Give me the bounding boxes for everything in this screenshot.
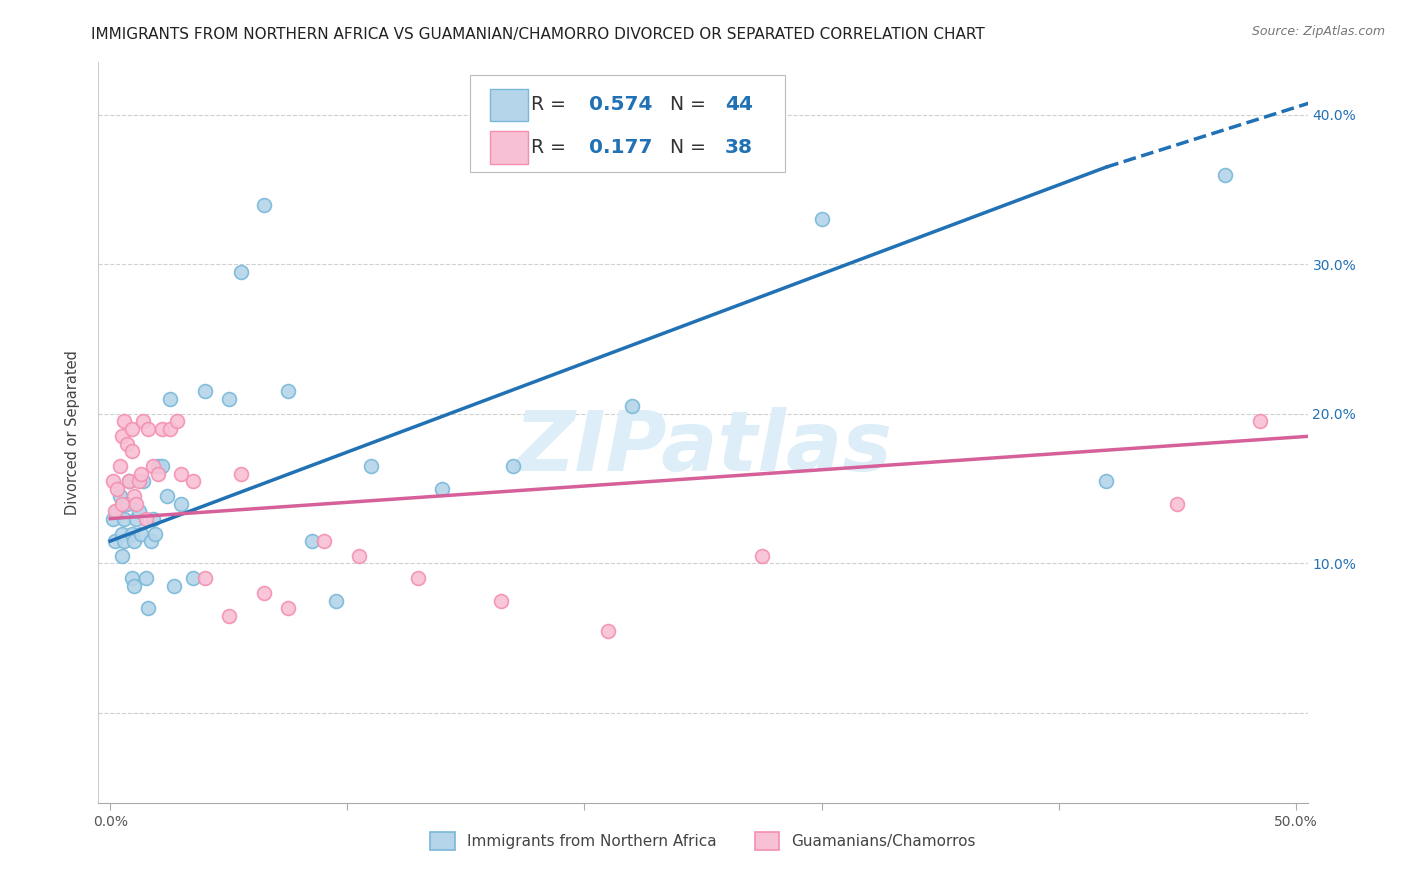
Point: [159, 422, 181, 436]
Point: [111, 497, 134, 511]
Point: [152, 459, 174, 474]
Point: [142, 459, 165, 474]
Point: [105, 482, 128, 496]
Point: [118, 474, 141, 488]
Text: R =: R =: [531, 95, 567, 114]
Point: [114, 511, 136, 525]
Point: [156, 489, 179, 503]
Text: 0.574: 0.574: [589, 95, 652, 114]
Point: [122, 489, 145, 503]
Point: [277, 601, 299, 615]
Point: [114, 414, 136, 428]
Point: [125, 497, 148, 511]
Point: [347, 549, 370, 563]
Point: [194, 384, 217, 399]
Point: [121, 526, 143, 541]
Text: N =: N =: [671, 138, 706, 157]
Point: [108, 489, 131, 503]
Point: [111, 526, 134, 541]
Point: [163, 579, 186, 593]
Point: [432, 482, 454, 496]
FancyBboxPatch shape: [491, 131, 527, 163]
Point: [194, 571, 217, 585]
Point: [620, 400, 643, 414]
Point: [360, 459, 382, 474]
Point: [135, 511, 157, 525]
Text: Source: ZipAtlas.com: Source: ZipAtlas.com: [1251, 25, 1385, 38]
Point: [132, 414, 155, 428]
Point: [253, 586, 276, 600]
Point: [143, 526, 166, 541]
Point: [108, 459, 131, 474]
Point: [229, 265, 252, 279]
Point: [152, 422, 174, 436]
Point: [751, 549, 773, 563]
Point: [142, 511, 165, 525]
Point: [146, 467, 169, 481]
Point: [128, 504, 150, 518]
Point: [139, 534, 162, 549]
Point: [111, 429, 134, 443]
Point: [491, 594, 513, 608]
Point: [502, 459, 524, 474]
Point: [104, 504, 127, 518]
Point: [118, 474, 141, 488]
Point: [181, 571, 204, 585]
Point: [121, 422, 143, 436]
Point: [312, 534, 335, 549]
Text: 38: 38: [724, 138, 752, 157]
Point: [132, 474, 155, 488]
Point: [129, 526, 152, 541]
Point: [159, 392, 181, 406]
Point: [1249, 414, 1271, 428]
Point: [408, 571, 430, 585]
Point: [1166, 497, 1188, 511]
Point: [128, 474, 150, 488]
Point: [101, 511, 124, 525]
Point: [146, 459, 169, 474]
Point: [325, 594, 347, 608]
Point: [253, 197, 276, 211]
Point: [170, 467, 193, 481]
Point: [125, 511, 148, 525]
Point: [101, 474, 124, 488]
Point: [122, 534, 145, 549]
Point: [105, 504, 128, 518]
Point: [136, 422, 159, 436]
Point: [166, 414, 188, 428]
FancyBboxPatch shape: [470, 75, 785, 172]
Legend: Immigrants from Northern Africa, Guamanians/Chamorros: Immigrants from Northern Africa, Guamani…: [418, 820, 988, 862]
Text: 0.177: 0.177: [589, 138, 652, 157]
Point: [135, 571, 157, 585]
Point: [1095, 474, 1118, 488]
Text: N =: N =: [671, 95, 706, 114]
Point: [121, 571, 143, 585]
Point: [111, 549, 134, 563]
Point: [218, 392, 240, 406]
Point: [598, 624, 620, 638]
Point: [104, 534, 127, 549]
Point: [121, 444, 143, 458]
Point: [810, 212, 832, 227]
Point: [1213, 168, 1236, 182]
Point: [136, 601, 159, 615]
Point: [277, 384, 299, 399]
Text: IMMIGRANTS FROM NORTHERN AFRICA VS GUAMANIAN/CHAMORRO DIVORCED OR SEPARATED CORR: IMMIGRANTS FROM NORTHERN AFRICA VS GUAMA…: [91, 27, 986, 42]
Point: [115, 497, 138, 511]
Y-axis label: Divorced or Separated: Divorced or Separated: [65, 351, 80, 515]
Point: [229, 467, 252, 481]
Text: ZIPatlas: ZIPatlas: [515, 407, 891, 488]
Point: [218, 608, 240, 623]
Point: [301, 534, 323, 549]
Text: R =: R =: [531, 138, 567, 157]
Point: [129, 467, 152, 481]
Text: 44: 44: [724, 95, 752, 114]
Point: [170, 497, 193, 511]
Point: [114, 534, 136, 549]
Point: [115, 437, 138, 451]
FancyBboxPatch shape: [491, 88, 527, 121]
Point: [181, 474, 204, 488]
Point: [122, 579, 145, 593]
